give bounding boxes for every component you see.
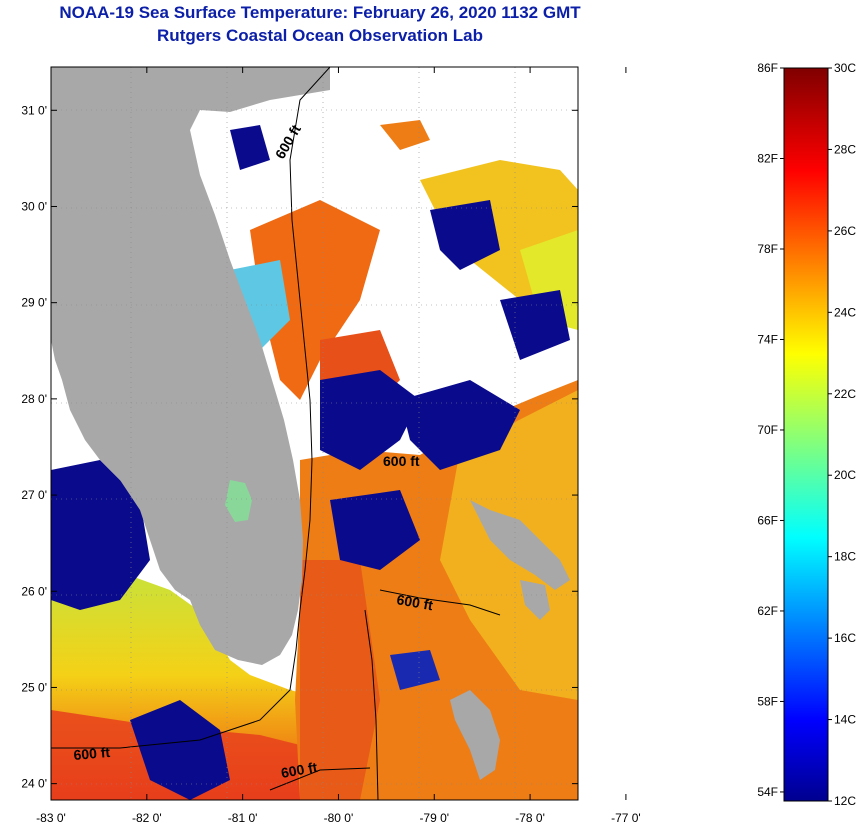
y-tick-label: 24 0': [21, 777, 47, 791]
bahamas-island: [520, 580, 550, 620]
cold-patch-far-east: [500, 290, 570, 360]
florida-land: [51, 67, 330, 665]
cold-patch-sw: [130, 700, 230, 800]
colorbar-f-label: 58F: [757, 694, 778, 708]
cold-patch-ne: [430, 200, 500, 270]
colorbar-f-label: 66F: [757, 513, 778, 527]
colorbar-c-label: 28C: [834, 142, 856, 156]
cold-patch-north: [230, 125, 270, 170]
map-subtitle: Rutgers Coastal Ocean Observation Lab: [157, 26, 483, 45]
colorbar: 86F 82F 78F 74F 70F 66F 62F 58F 54F 30C 28C 26C 24C 2…: [757, 61, 856, 808]
colorbar-ticks: 86F 82F 78F 74F 70F 66F 62F 58F 54F 30C 28C 26C 24C 2…: [757, 61, 856, 808]
y-tick-label: 29 0': [21, 296, 47, 310]
map-plot-area: 600 ft 600 ft 600 ft 600 ft 600 ft: [51, 67, 578, 800]
andros-island-land: [450, 690, 500, 780]
isobath-600ft-south: [269, 767, 371, 791]
plot-frame: [50, 66, 579, 801]
florida-current: [300, 560, 380, 800]
y-tick-label: 26 0': [21, 584, 47, 598]
grid-lines: [51, 67, 578, 800]
cold-patch-keys: [390, 650, 440, 690]
x-tick-label: -81 0': [228, 811, 258, 825]
y-tick-label: 25 0': [21, 680, 47, 694]
colorbar-f-label: 82F: [757, 151, 778, 165]
colorbar-f-label: 62F: [757, 604, 778, 618]
colorbar-c-label: 30C: [834, 61, 856, 75]
colorbar-c-label: 18C: [834, 550, 856, 564]
x-tick-label: -83 0': [36, 811, 66, 825]
colorbar-f-label: 86F: [757, 61, 778, 75]
isobath-600ft-mid: [379, 589, 501, 616]
contour-label-mid: 600 ft: [395, 591, 434, 613]
cold-patch-south: [330, 490, 420, 570]
x-tick-label: -77 0': [611, 811, 641, 825]
cold-patch-west: [51, 460, 150, 610]
axis-ticks: -83 0' -82 0' -81 0' -80 0' -79 0' -78 0' -77 …: [21, 67, 641, 825]
isobath-600ft-bahamas-west: [364, 609, 379, 800]
colorbar-c-label: 14C: [834, 713, 856, 727]
colorbar-f-label: 54F: [757, 785, 778, 799]
y-tick-label: 30 0': [21, 199, 47, 213]
colorbar-c-label: 12C: [834, 794, 856, 808]
y-tick-label: 27 0': [21, 488, 47, 502]
lake-okeechobee: [225, 480, 252, 522]
y-tick-label: 31 0': [21, 103, 47, 117]
colorbar-f-label: 70F: [757, 423, 778, 437]
yellow-patch-east: [520, 230, 578, 330]
colorbar-c-label: 16C: [834, 631, 856, 645]
x-tick-label: -79 0': [419, 811, 449, 825]
colorbar-c-label: 22C: [834, 387, 856, 401]
x-tick-label: -80 0': [324, 811, 354, 825]
isobath-600ft-florida: [51, 67, 331, 749]
x-tick-label: -82 0': [132, 811, 162, 825]
colorbar-gradient: [783, 67, 829, 802]
colorbar-f-label: 78F: [757, 242, 778, 256]
warm-speck-north: [380, 120, 430, 150]
map-title: NOAA-19 Sea Surface Temperature: Februar…: [59, 3, 581, 22]
colorbar-f-label: 74F: [757, 332, 778, 346]
cold-patch-center: [320, 370, 420, 470]
y-tick-label: 28 0': [21, 392, 47, 406]
contour-label-west: 600 ft: [73, 744, 111, 763]
cold-patch-east: [400, 380, 520, 470]
warm-patch-north: [250, 200, 380, 400]
colorbar-c-label: 20C: [834, 468, 856, 482]
colorbar-c-label: 24C: [834, 305, 856, 319]
contour-label-south: 600 ft: [280, 759, 319, 781]
x-tick-label: -78 0': [515, 811, 545, 825]
grand-bahama-land: [470, 500, 570, 590]
colorbar-c-label: 26C: [834, 224, 856, 238]
contour-label-center: 600 ft: [383, 453, 420, 469]
